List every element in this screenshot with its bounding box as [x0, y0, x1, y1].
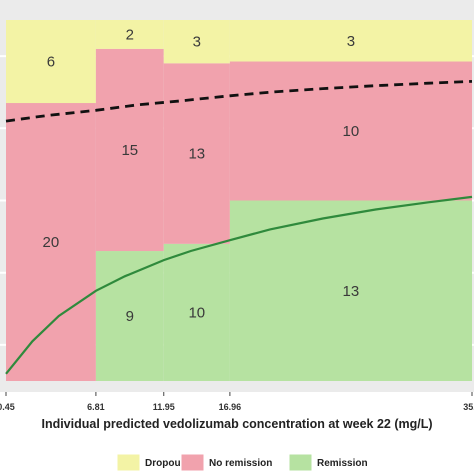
- count-2-dropout: 3: [193, 34, 201, 51]
- legend-label-1: No remission: [209, 458, 272, 469]
- count-1-no-remission: 15: [121, 142, 138, 159]
- band-3-remission: [229, 200, 472, 381]
- x-tick-label-4: 35.3: [463, 402, 474, 412]
- remission-curve: [5, 195, 473, 375]
- count-2-no-remission: 13: [188, 146, 205, 163]
- legend: Dropout No remission Remission: [116, 453, 368, 472]
- x-tick-label-0: 0.45: [0, 402, 15, 412]
- band-1-remission: [95, 251, 164, 381]
- count-2-remission: 10: [188, 304, 205, 321]
- count-3-dropout: 3: [347, 33, 355, 50]
- band-2-remission: [163, 243, 230, 381]
- legend-label-0: Dropout: [145, 458, 185, 469]
- band-3-dropout: [229, 20, 472, 62]
- count-0-no-remission: 20: [43, 234, 60, 251]
- stacked-bands: [6, 20, 472, 381]
- band-0-no-remission: [6, 103, 96, 381]
- count-0-dropout: 6: [47, 54, 55, 71]
- band-2-dropout: [163, 20, 230, 64]
- segment-counts: 20 6 9 15 2 10 13 3 13 10 3: [43, 26, 360, 325]
- x-tick-label-1: 6.81: [87, 402, 105, 412]
- count-3-remission: 13: [343, 283, 360, 300]
- x-ticks: 0.45 6.81 11.95 16.96 35.3: [0, 392, 474, 412]
- legend-swatch-1: [180, 453, 205, 472]
- legend-swatch-2: [288, 453, 313, 472]
- count-1-dropout: 2: [126, 26, 134, 43]
- band-0-dropout: [6, 20, 96, 104]
- count-3-no-remission: 10: [343, 123, 360, 140]
- count-1-remission: 9: [126, 308, 134, 325]
- band-2-no-remission: [163, 63, 230, 244]
- x-tick-label-3: 16.96: [219, 402, 242, 412]
- dropout-boundary-curve: [5, 80, 473, 123]
- curves: [5, 80, 473, 375]
- x-tick-label-2: 11.95: [153, 402, 175, 412]
- x-axis-title: Individual predicted vedolizumab concent…: [41, 417, 432, 431]
- band-1-dropout: [95, 20, 164, 49]
- legend-swatch-0: [116, 453, 141, 472]
- legend-label-2: Remission: [317, 458, 368, 469]
- band-3-no-remission: [229, 61, 472, 201]
- band-1-no-remission: [95, 48, 164, 252]
